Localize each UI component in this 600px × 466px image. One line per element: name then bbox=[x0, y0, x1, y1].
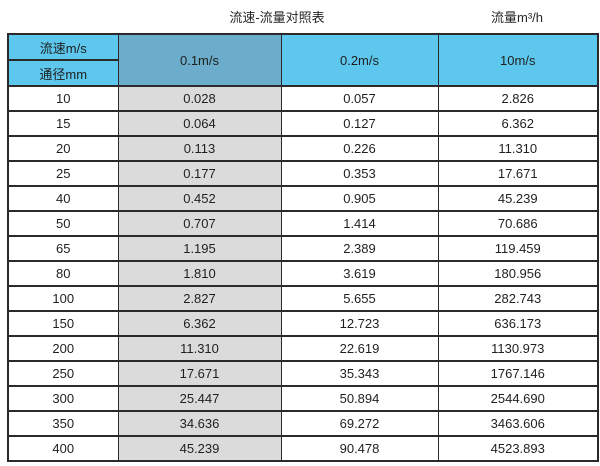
table-row: 65 1.195 2.389 119.459 bbox=[7, 235, 599, 262]
table-row: 25 0.177 0.353 17.671 bbox=[7, 160, 599, 187]
diameter-cell: 400 bbox=[7, 435, 119, 462]
flow-cell-0-1ms: 1.810 bbox=[117, 260, 282, 287]
diameter-cell: 100 bbox=[7, 285, 119, 312]
table-row: 10 0.028 0.057 2.826 bbox=[7, 85, 599, 112]
flow-cell-10ms: 636.173 bbox=[437, 310, 599, 337]
table-row: 200 11.310 22.619 1130.973 bbox=[7, 335, 599, 362]
flow-cell-0-1ms: 25.447 bbox=[117, 385, 282, 412]
diameter-cell: 65 bbox=[7, 235, 119, 262]
flow-cell-0-1ms: 0.064 bbox=[117, 110, 282, 137]
flow-cell-0-2ms: 69.272 bbox=[280, 410, 439, 437]
flow-cell-10ms: 4523.893 bbox=[437, 435, 599, 462]
diameter-cell: 10 bbox=[7, 85, 119, 112]
table-row: 400 45.239 90.478 4523.893 bbox=[7, 435, 599, 462]
flow-cell-0-2ms: 0.057 bbox=[280, 85, 439, 112]
flow-cell-10ms: 1130.973 bbox=[437, 335, 599, 362]
flow-cell-0-2ms: 50.894 bbox=[280, 385, 439, 412]
flow-cell-0-2ms: 1.414 bbox=[280, 210, 439, 237]
table-title: 流速-流量对照表 bbox=[229, 10, 325, 25]
flow-cell-10ms: 119.459 bbox=[437, 235, 599, 262]
flow-cell-10ms: 2544.690 bbox=[437, 385, 599, 412]
flow-cell-0-2ms: 90.478 bbox=[280, 435, 439, 462]
column-header-0-2ms: 0.2m/s bbox=[280, 33, 439, 87]
flow-cell-0-1ms: 17.671 bbox=[117, 360, 282, 387]
column-header-0-1ms: 0.1m/s bbox=[117, 33, 282, 87]
flow-cell-0-2ms: 5.655 bbox=[280, 285, 439, 312]
flow-cell-0-1ms: 0.707 bbox=[117, 210, 282, 237]
flow-cell-0-2ms: 2.389 bbox=[280, 235, 439, 262]
flow-cell-0-1ms: 34.636 bbox=[117, 410, 282, 437]
table-titles: 流速-流量对照表 流量m³/h bbox=[0, 0, 600, 33]
table-row: 350 34.636 69.272 3463.606 bbox=[7, 410, 599, 437]
flow-cell-0-1ms: 6.362 bbox=[117, 310, 282, 337]
table-row: 40 0.452 0.905 45.239 bbox=[7, 185, 599, 212]
flow-cell-0-1ms: 0.452 bbox=[117, 185, 282, 212]
table-row: 100 2.827 5.655 282.743 bbox=[7, 285, 599, 312]
diameter-cell: 40 bbox=[7, 185, 119, 212]
flow-cell-0-2ms: 0.226 bbox=[280, 135, 439, 162]
flow-cell-0-2ms: 12.723 bbox=[280, 310, 439, 337]
diameter-cell: 80 bbox=[7, 260, 119, 287]
column-header-10ms: 10m/s bbox=[437, 33, 599, 87]
diameter-cell: 20 bbox=[7, 135, 119, 162]
flow-cell-10ms: 1767.146 bbox=[437, 360, 599, 387]
flow-cell-0-2ms: 0.353 bbox=[280, 160, 439, 187]
diameter-cell: 250 bbox=[7, 360, 119, 387]
table-row: 15 0.064 0.127 6.362 bbox=[7, 110, 599, 137]
flow-cell-0-1ms: 1.195 bbox=[117, 235, 282, 262]
flow-cell-10ms: 70.686 bbox=[437, 210, 599, 237]
flow-cell-0-1ms: 0.028 bbox=[117, 85, 282, 112]
table-row: 150 6.362 12.723 636.173 bbox=[7, 310, 599, 337]
flow-cell-10ms: 3463.606 bbox=[437, 410, 599, 437]
diameter-cell: 350 bbox=[7, 410, 119, 437]
flow-cell-0-1ms: 0.113 bbox=[117, 135, 282, 162]
flow-cell-10ms: 45.239 bbox=[437, 185, 599, 212]
flow-cell-10ms: 6.362 bbox=[437, 110, 599, 137]
diameter-header-cell: 通径mm bbox=[7, 59, 119, 87]
flow-cell-0-2ms: 35.343 bbox=[280, 360, 439, 387]
flow-cell-0-1ms: 45.239 bbox=[117, 435, 282, 462]
table-header: 流速m/s 0.1m/s 0.2m/s 10m/s 通径mm bbox=[7, 33, 599, 87]
diameter-cell: 50 bbox=[7, 210, 119, 237]
flow-cell-10ms: 2.826 bbox=[437, 85, 599, 112]
diameter-cell: 25 bbox=[7, 160, 119, 187]
table-row: 250 17.671 35.343 1767.146 bbox=[7, 360, 599, 387]
diameter-cell: 150 bbox=[7, 310, 119, 337]
table-row: 20 0.113 0.226 11.310 bbox=[7, 135, 599, 162]
flow-unit-label: 流量m³/h bbox=[490, 10, 543, 25]
velocity-header-cell: 流速m/s bbox=[7, 33, 119, 61]
table-row: 80 1.810 3.619 180.956 bbox=[7, 260, 599, 287]
flow-cell-0-2ms: 0.127 bbox=[280, 110, 439, 137]
flow-cell-10ms: 11.310 bbox=[437, 135, 599, 162]
flow-cell-10ms: 17.671 bbox=[437, 160, 599, 187]
flow-cell-0-1ms: 2.827 bbox=[117, 285, 282, 312]
diameter-cell: 15 bbox=[7, 110, 119, 137]
table-body: 10 0.028 0.057 2.826 15 0.064 0.127 6.36… bbox=[7, 85, 599, 462]
flow-cell-0-1ms: 0.177 bbox=[117, 160, 282, 187]
diameter-cell: 300 bbox=[7, 385, 119, 412]
table-row: 300 25.447 50.894 2544.690 bbox=[7, 385, 599, 412]
table-row: 50 0.707 1.414 70.686 bbox=[7, 210, 599, 237]
flow-conversion-table: 流速m/s 0.1m/s 0.2m/s 10m/s 通径mm 10 0.028 … bbox=[7, 33, 599, 462]
flow-cell-0-1ms: 11.310 bbox=[117, 335, 282, 362]
flow-cell-10ms: 180.956 bbox=[437, 260, 599, 287]
flow-cell-10ms: 282.743 bbox=[437, 285, 599, 312]
flow-cell-0-2ms: 3.619 bbox=[280, 260, 439, 287]
flow-cell-0-2ms: 22.619 bbox=[280, 335, 439, 362]
flow-cell-0-2ms: 0.905 bbox=[280, 185, 439, 212]
diameter-cell: 200 bbox=[7, 335, 119, 362]
